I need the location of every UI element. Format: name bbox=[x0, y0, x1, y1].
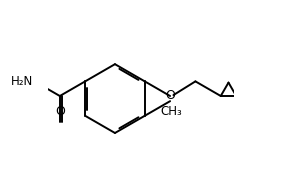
Text: H₂N: H₂N bbox=[11, 75, 33, 88]
Text: CH₃: CH₃ bbox=[160, 105, 182, 118]
Text: O: O bbox=[55, 105, 65, 118]
Text: O: O bbox=[166, 89, 176, 102]
